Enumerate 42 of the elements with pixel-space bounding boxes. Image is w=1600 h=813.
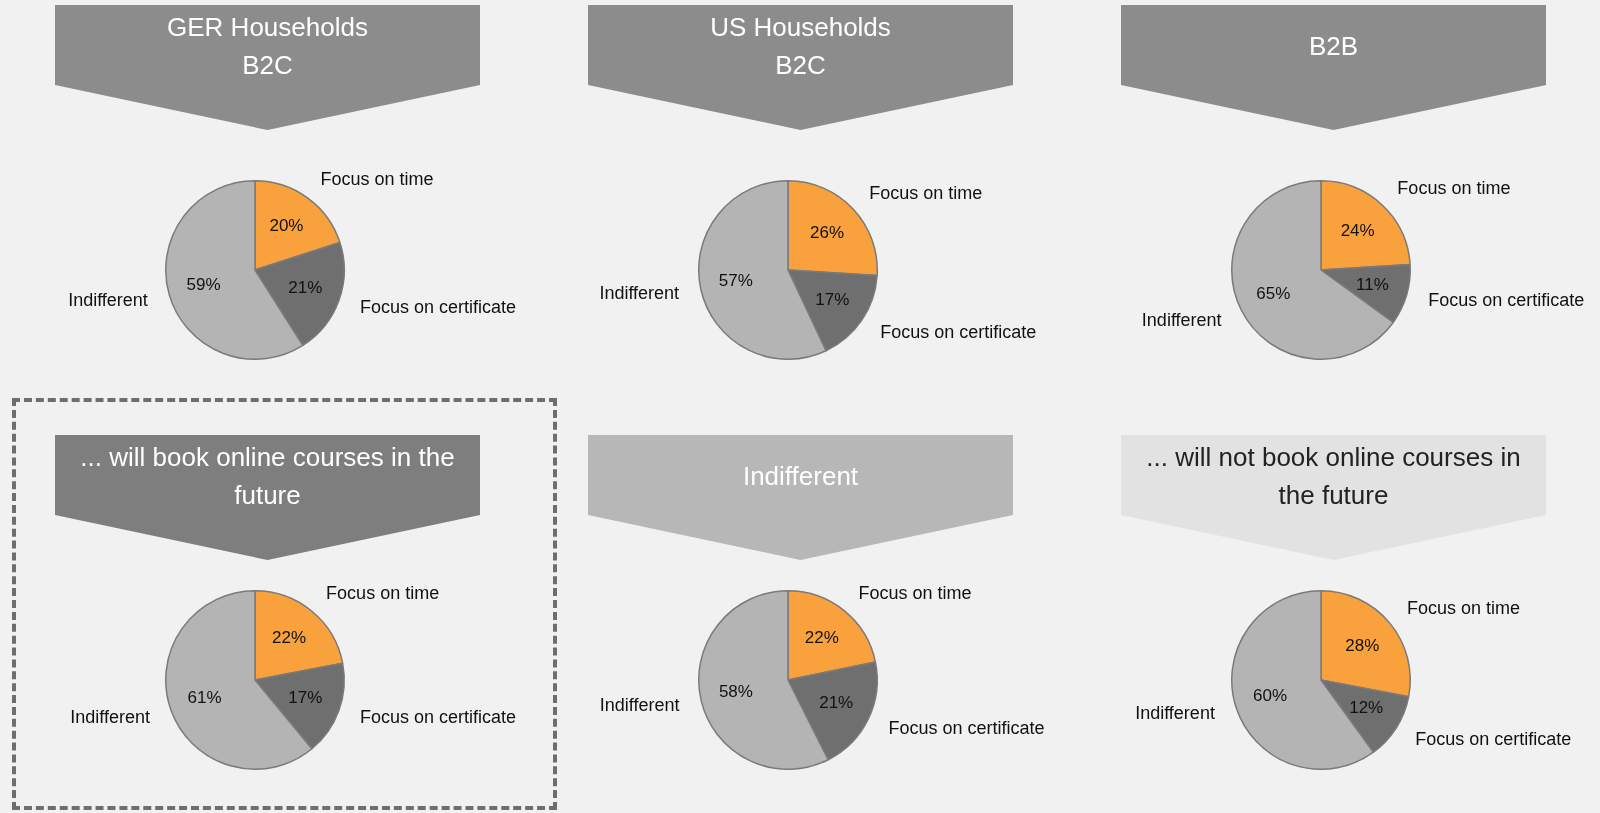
data-label: 17% <box>288 687 323 707</box>
data-label: 20% <box>269 216 304 236</box>
data-label: 60% <box>1253 686 1288 706</box>
chart-title: B2B <box>1307 30 1360 63</box>
data-label: 28% <box>1345 635 1380 655</box>
slice-label: Focus on certificate <box>1415 728 1572 749</box>
slice-label: Focus on time <box>1397 177 1511 198</box>
chart-title: US Households B2C <box>709 11 892 82</box>
slice-label: Focus on time <box>326 583 440 604</box>
slice-label: Focus on certificate <box>888 717 1045 738</box>
slice-label: Indifferent <box>68 290 148 311</box>
slice-label: Indifferent <box>599 694 680 715</box>
slice-label: Indifferent <box>70 706 151 727</box>
slice-label: Focus on certificate <box>880 321 1037 342</box>
slice-label: Focus on certificate <box>1428 290 1585 311</box>
data-label: 21% <box>819 693 854 713</box>
data-label: 11% <box>1356 274 1389 294</box>
data-label: 22% <box>272 628 307 648</box>
slice-label: Indifferent <box>1135 703 1215 724</box>
slice-label: Focus on certificate <box>359 706 517 727</box>
slice-label: Focus on certificate <box>359 296 517 317</box>
slice-label: Focus on time <box>1406 597 1521 618</box>
chart-title: GER Households B2C <box>166 11 369 82</box>
slice-label: Focus on time <box>320 168 434 189</box>
chart-title: ... will book online courses in the future <box>79 441 456 512</box>
data-label: 65% <box>1256 284 1291 303</box>
slice-label: Focus on time <box>858 582 972 603</box>
slice-label: Indifferent <box>1141 309 1222 330</box>
data-label: 57% <box>718 271 753 291</box>
data-label: 61% <box>187 687 222 707</box>
chart-title: ... will not book online courses in the future <box>1145 441 1522 512</box>
data-label: 24% <box>1340 220 1375 240</box>
data-label: 21% <box>288 277 323 297</box>
data-label: 26% <box>810 223 845 243</box>
chart-title: Indifferent <box>741 460 860 493</box>
data-label: 22% <box>804 628 839 648</box>
data-label: 12% <box>1349 698 1384 718</box>
slice-label: Focus on time <box>869 182 983 203</box>
data-label: 58% <box>718 682 753 702</box>
data-label: 17% <box>815 289 850 309</box>
data-label: 59% <box>186 274 221 294</box>
slice-label: Indifferent <box>599 283 680 304</box>
